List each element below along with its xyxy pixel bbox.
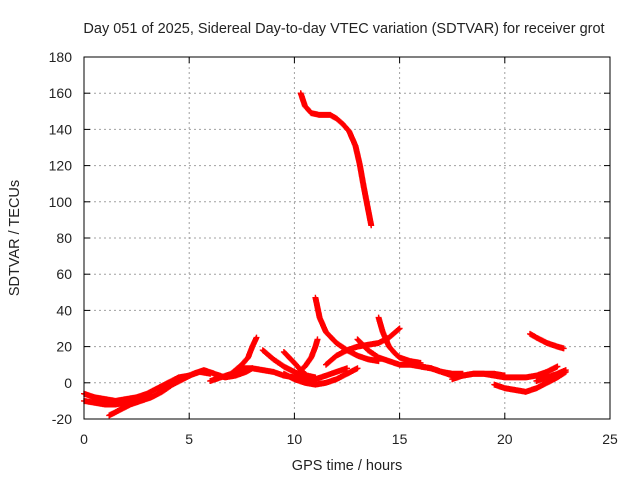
- plot-frame: [83, 56, 611, 420]
- x-tick-label: 10: [287, 431, 303, 447]
- y-tick-label: 20: [56, 339, 72, 355]
- chart-title: Day 051 of 2025, Sidereal Day-to-day VTE…: [83, 21, 604, 37]
- y-tick-label: 40: [56, 302, 72, 318]
- y-tick-label: 180: [49, 49, 73, 65]
- y-tick-label: 0: [64, 375, 72, 391]
- y-tick-label: 100: [49, 194, 73, 210]
- series-arc-9: [280, 365, 361, 388]
- series-arc-5: [228, 334, 260, 377]
- series-arc-17: [527, 330, 567, 352]
- y-tick-label: -20: [52, 411, 72, 427]
- series-arc-16: [491, 368, 569, 395]
- series-arc-13: [375, 314, 424, 366]
- series-arc-8: [295, 336, 321, 375]
- y-tick-label: 140: [49, 121, 73, 137]
- series-markers: [280, 365, 361, 388]
- data-series: [81, 90, 569, 419]
- y-tick-label: 60: [56, 266, 72, 282]
- x-axis-label: GPS time / hours: [292, 458, 402, 474]
- series-markers: [491, 368, 569, 395]
- y-axis-label: SDTVAR / TECUs: [7, 180, 23, 296]
- series-markers: [295, 336, 321, 375]
- series-arc-19: [297, 90, 375, 229]
- series-markers: [527, 330, 567, 352]
- grid-lines: [84, 57, 610, 419]
- y-tick-label: 80: [56, 230, 72, 246]
- x-tick-label: 5: [185, 431, 193, 447]
- x-tick-label: 25: [602, 431, 618, 447]
- x-tick-label: 20: [497, 431, 513, 447]
- x-tick-label: 15: [392, 431, 408, 447]
- y-tick-label: 160: [49, 85, 73, 101]
- series-markers: [449, 363, 561, 383]
- series-markers: [533, 367, 569, 384]
- series-markers: [228, 334, 260, 377]
- series-arc-15: [449, 363, 561, 383]
- axis-ticks: 0 5 10 15 20 25 -20 0 20 40 60 80 100 120 140 160 180: [49, 49, 618, 447]
- x-tick-label: 0: [80, 431, 88, 447]
- series-arc-18: [533, 367, 569, 384]
- series-markers: [297, 90, 375, 229]
- series-markers: [375, 314, 424, 366]
- y-tick-label: 120: [49, 158, 73, 174]
